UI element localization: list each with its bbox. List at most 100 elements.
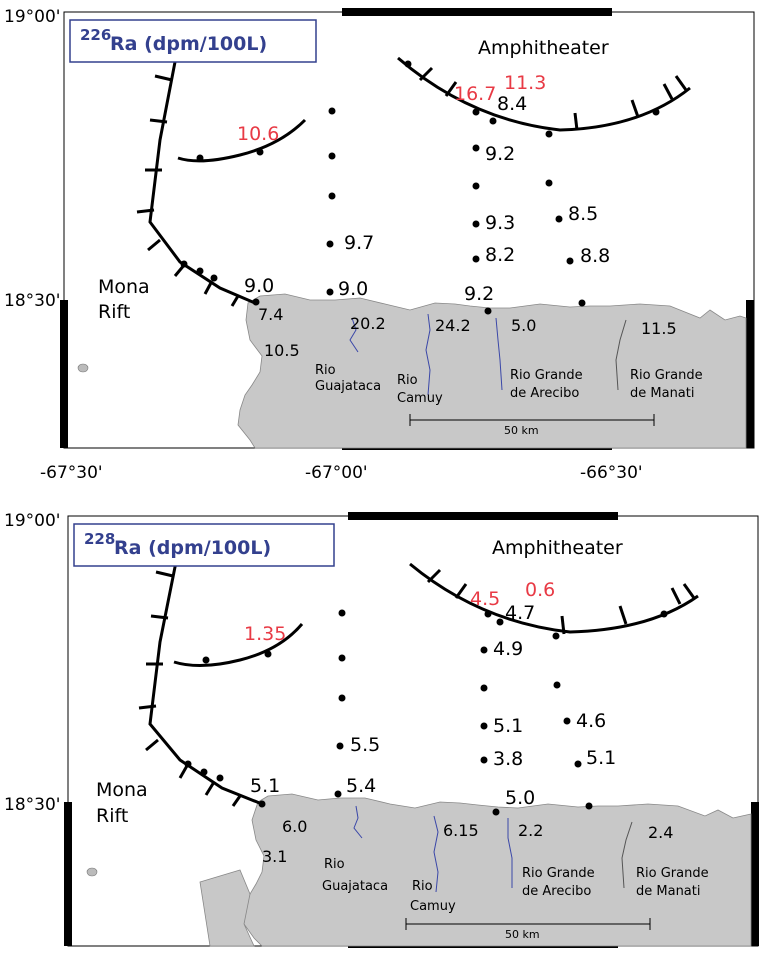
river-label-guajataca: Rio	[315, 363, 336, 378]
river-guajataca	[353, 805, 363, 839]
value-label-red: 1.35	[244, 623, 286, 645]
fault-arc-west	[177, 118, 307, 163]
river-label-manati: de Manati	[636, 884, 700, 899]
frame-bar-left	[60, 300, 68, 448]
value-label-red: 11.3	[504, 72, 546, 94]
west-land-extension	[199, 869, 255, 947]
value-label: 2.4	[648, 823, 673, 842]
river-camuy	[425, 313, 431, 396]
rift-label: Rift	[98, 301, 130, 323]
amphitheater-label: Amphitheater	[478, 37, 609, 59]
value-label: 8.5	[568, 203, 598, 225]
river-label-arecibo: de Arecibo	[510, 386, 579, 401]
value-label: 20.2	[350, 314, 386, 333]
value-label: 9.0	[338, 278, 368, 300]
river-label-camuy: Rio	[397, 373, 418, 388]
lat-label-mid: 18°30'	[4, 795, 60, 815]
value-label: 4.6	[576, 710, 606, 732]
river-label-camuy: Rio	[412, 879, 433, 894]
scale-label: 50 km	[504, 424, 539, 437]
scale-label: 50 km	[505, 928, 540, 941]
lat-label-top: 19°00'	[4, 7, 60, 27]
ra228-map-panel: 228 Ra (dpm/100L) 19°00' 18°30' Amphithe…	[0, 492, 763, 954]
lat-label-top: 19°00'	[4, 511, 60, 531]
value-label: 8.2	[485, 244, 515, 266]
value-label: 11.5	[641, 319, 677, 338]
mona-rift-fault	[148, 61, 256, 305]
value-label: 6.15	[443, 821, 479, 840]
mona-label: Mona	[96, 779, 148, 801]
mona-island	[86, 867, 98, 877]
scale-bar: 50 km	[409, 414, 655, 437]
value-label: 7.4	[258, 305, 283, 324]
map-title: Ra (dpm/100L)	[110, 33, 267, 55]
value-label: 4.9	[493, 638, 523, 660]
river-label-manati: Rio Grande	[636, 866, 709, 881]
isotope-mass-number: 226	[80, 26, 111, 44]
river-label-manati: Rio Grande	[630, 368, 703, 383]
lon-label-1: -67°30'	[40, 463, 103, 483]
frame-bar-right	[751, 802, 759, 946]
river-label-manati: de Manati	[630, 386, 694, 401]
river-label-camuy: Camuy	[397, 391, 443, 406]
frame-bar-right	[746, 300, 754, 448]
river-manati	[615, 319, 627, 391]
mona-island	[77, 363, 89, 373]
river-guajataca	[349, 317, 359, 353]
frame-bar-left	[64, 802, 72, 946]
value-label: 6.0	[282, 817, 307, 836]
value-label: 5.0	[505, 787, 535, 809]
value-label: 10.5	[264, 341, 300, 360]
river-arecibo	[507, 818, 513, 888]
lon-label-2: -67°00'	[305, 463, 368, 483]
frame-bar-top	[348, 512, 618, 520]
map-title: Ra (dpm/100L)	[114, 537, 271, 559]
puerto-rico-landmass	[237, 293, 747, 449]
value-label: 3.8	[493, 748, 523, 770]
lat-label-mid: 18°30'	[4, 291, 60, 311]
value-label: 5.0	[511, 316, 536, 335]
value-label: 9.2	[485, 143, 515, 165]
puerto-rico-landmass	[243, 793, 752, 947]
sampling-stations	[184, 609, 668, 816]
value-label: 4.7	[505, 602, 535, 624]
scale-bar: 50 km	[405, 918, 651, 941]
river-label-arecibo: Rio Grande	[510, 368, 583, 383]
rift-label: Rift	[96, 805, 128, 827]
value-label: 5.1	[586, 747, 616, 769]
isotope-mass-number: 228	[84, 530, 115, 548]
sampling-stations	[180, 60, 660, 315]
value-label: 8.4	[497, 93, 527, 115]
value-label-red: 16.7	[454, 83, 496, 105]
frame-bar-top	[342, 8, 612, 16]
value-label: 9.2	[464, 283, 494, 305]
value-label-red: 10.6	[237, 123, 279, 145]
value-label: 2.2	[518, 821, 543, 840]
fault-arc-west	[173, 623, 304, 668]
amphitheater-label: Amphitheater	[492, 537, 623, 559]
value-label: 8.8	[580, 245, 610, 267]
river-label-arecibo: Rio Grande	[522, 866, 595, 881]
lon-label-3: -66°30'	[580, 463, 643, 483]
river-label-guajataca: Guajataca	[315, 379, 381, 394]
river-manati	[621, 821, 633, 889]
river-label-guajataca: Rio	[324, 857, 345, 872]
map-title-box: 226 Ra (dpm/100L)	[69, 19, 317, 63]
river-arecibo	[495, 317, 503, 391]
river-label-camuy: Camuy	[410, 899, 456, 914]
value-label: 9.3	[485, 212, 515, 234]
value-label: 5.1	[250, 775, 280, 797]
mona-label: Mona	[98, 276, 150, 298]
map-title-box: 228 Ra (dpm/100L)	[73, 523, 335, 567]
river-camuy	[433, 815, 439, 893]
value-label: 5.4	[346, 775, 376, 797]
value-label: 3.1	[262, 847, 287, 866]
ra226-map-panel: 226 Ra (dpm/100L) 19°00' 18°30' -67°30' …	[4, 7, 755, 483]
fault-ticks-amphitheater	[426, 568, 696, 635]
river-label-guajataca: Guajataca	[322, 879, 388, 894]
value-label-red: 4.5	[470, 588, 500, 610]
value-label: 9.7	[344, 232, 374, 254]
value-label: 24.2	[435, 316, 471, 335]
mona-rift-fault	[148, 561, 263, 806]
value-label: 5.1	[493, 715, 523, 737]
